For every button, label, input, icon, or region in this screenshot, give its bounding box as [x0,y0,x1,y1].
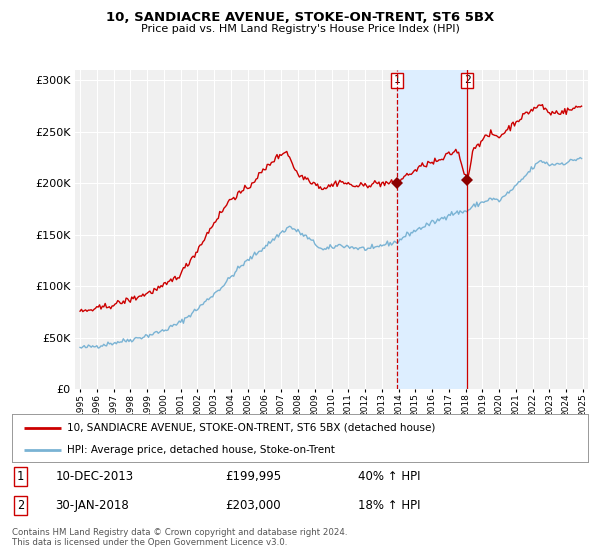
Text: 10-DEC-2013: 10-DEC-2013 [55,470,133,483]
Text: 2: 2 [464,75,470,85]
Text: Contains HM Land Registry data © Crown copyright and database right 2024.
This d: Contains HM Land Registry data © Crown c… [12,528,347,547]
Text: 10, SANDIACRE AVENUE, STOKE-ON-TRENT, ST6 5BX (detached house): 10, SANDIACRE AVENUE, STOKE-ON-TRENT, ST… [67,423,435,433]
Text: £203,000: £203,000 [225,499,281,512]
Text: 18% ↑ HPI: 18% ↑ HPI [358,499,420,512]
Text: HPI: Average price, detached house, Stoke-on-Trent: HPI: Average price, detached house, Stok… [67,445,335,455]
Text: Price paid vs. HM Land Registry's House Price Index (HPI): Price paid vs. HM Land Registry's House … [140,24,460,34]
Bar [397,70,467,389]
Text: 40% ↑ HPI: 40% ↑ HPI [358,470,420,483]
Text: 1: 1 [17,470,24,483]
Text: £199,995: £199,995 [225,470,281,483]
Text: 2: 2 [17,499,24,512]
Text: 1: 1 [394,75,401,85]
Text: 10, SANDIACRE AVENUE, STOKE-ON-TRENT, ST6 5BX: 10, SANDIACRE AVENUE, STOKE-ON-TRENT, ST… [106,11,494,24]
Text: 30-JAN-2018: 30-JAN-2018 [55,499,129,512]
